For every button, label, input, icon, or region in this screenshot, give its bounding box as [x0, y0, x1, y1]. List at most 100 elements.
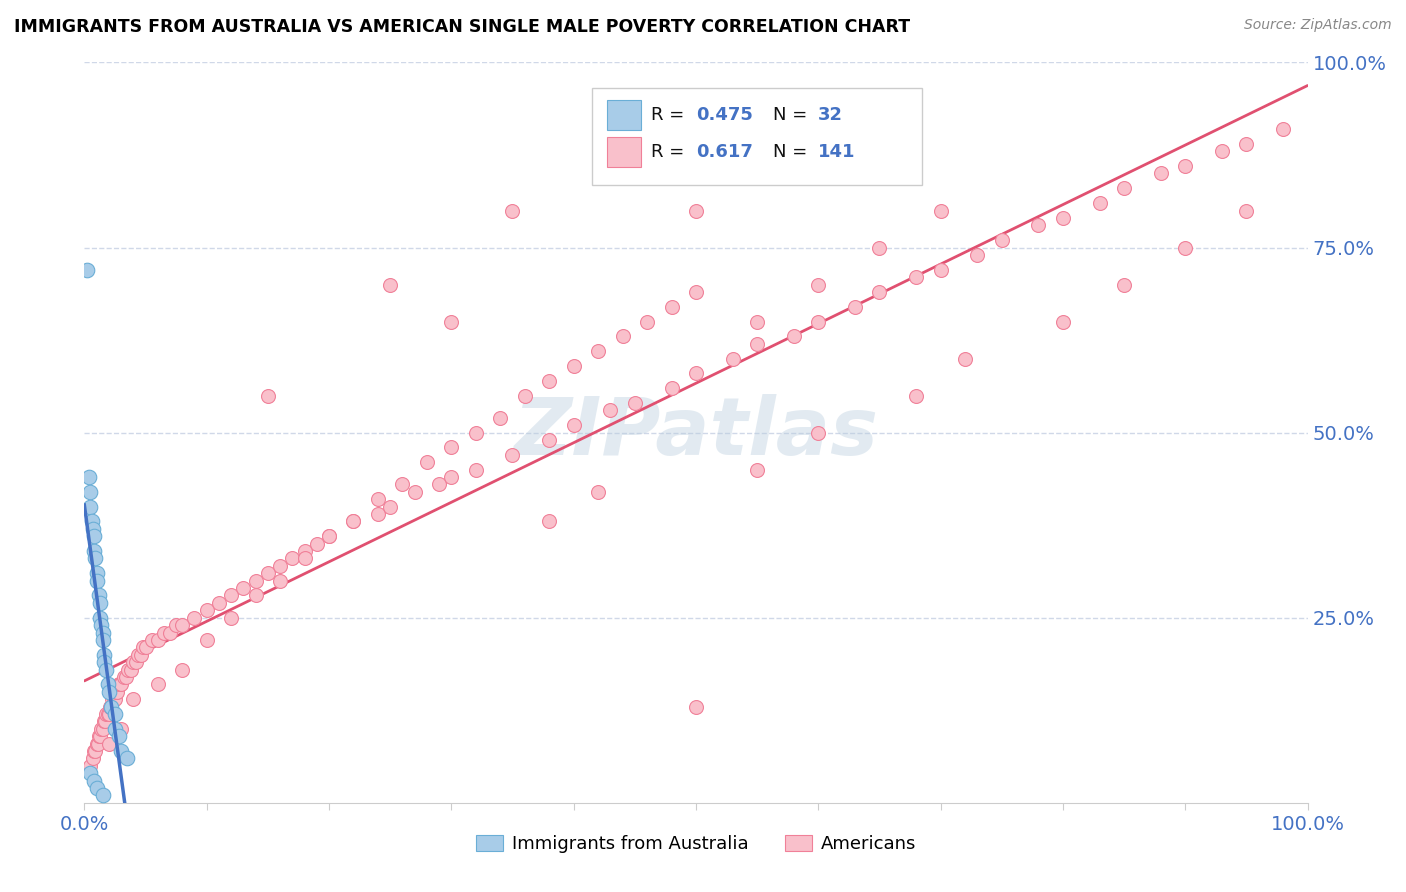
Point: [586, 344, 609, 359]
Point: [612, 329, 634, 343]
Point: [257, 566, 280, 581]
Point: [83, 544, 105, 558]
Point: [562, 359, 585, 373]
Text: 141: 141: [818, 143, 856, 161]
Point: [391, 477, 413, 491]
Point: [661, 300, 683, 314]
Point: [165, 618, 187, 632]
Point: [257, 388, 280, 402]
Point: [98, 699, 121, 714]
Text: 0.475: 0.475: [696, 106, 752, 124]
Point: [807, 277, 830, 292]
Text: ZIPatlas: ZIPatlas: [513, 393, 879, 472]
Point: [305, 536, 328, 550]
Point: [89, 610, 111, 624]
Point: [624, 396, 647, 410]
Point: [80, 515, 103, 529]
Point: [146, 677, 169, 691]
Point: [127, 648, 149, 662]
Point: [905, 270, 928, 285]
Point: [464, 462, 486, 476]
Point: [105, 685, 128, 699]
Point: [966, 248, 988, 262]
Point: [125, 655, 148, 669]
Point: [84, 744, 107, 758]
Point: [91, 789, 114, 803]
Point: [117, 663, 139, 677]
Point: [953, 351, 976, 366]
Point: [464, 425, 486, 440]
Point: [104, 722, 127, 736]
Point: [86, 566, 108, 581]
Point: [245, 589, 267, 603]
Point: [562, 418, 585, 433]
Point: [807, 425, 830, 440]
Point: [747, 336, 769, 351]
Point: [318, 529, 340, 543]
Point: [107, 677, 129, 691]
Text: IMMIGRANTS FROM AUSTRALIA VS AMERICAN SINGLE MALE POVERTY CORRELATION CHART: IMMIGRANTS FROM AUSTRALIA VS AMERICAN SI…: [14, 18, 910, 36]
Point: [90, 618, 112, 632]
FancyBboxPatch shape: [606, 100, 641, 130]
Text: 0.617: 0.617: [696, 143, 752, 161]
Point: [89, 729, 111, 743]
Point: [91, 632, 114, 647]
Point: [83, 773, 105, 788]
Point: [807, 314, 830, 328]
Point: [513, 388, 536, 402]
Point: [1272, 122, 1295, 136]
Point: [104, 692, 127, 706]
Point: [79, 758, 101, 772]
Point: [538, 433, 561, 447]
Point: [844, 300, 866, 314]
Point: [107, 729, 129, 743]
Point: [79, 484, 101, 499]
Point: [294, 551, 316, 566]
Point: [281, 551, 304, 566]
Point: [929, 262, 952, 277]
Point: [105, 685, 128, 699]
Point: [869, 240, 891, 255]
Point: [427, 477, 450, 491]
Text: N =: N =: [773, 143, 813, 161]
FancyBboxPatch shape: [592, 88, 922, 185]
Point: [991, 233, 1014, 247]
Point: [97, 706, 120, 721]
Point: [404, 484, 426, 499]
FancyBboxPatch shape: [606, 137, 641, 167]
Point: [89, 596, 111, 610]
Point: [1211, 145, 1233, 159]
Point: [294, 544, 316, 558]
Point: [115, 751, 138, 765]
Point: [685, 367, 707, 381]
Point: [104, 706, 127, 721]
Point: [380, 277, 402, 292]
Point: [747, 314, 769, 328]
Point: [440, 441, 463, 455]
Point: [380, 500, 402, 514]
Point: [86, 574, 108, 588]
Point: [103, 692, 125, 706]
Point: [172, 618, 194, 632]
Point: [440, 314, 463, 328]
Point: [208, 596, 231, 610]
Point: [367, 492, 389, 507]
Point: [367, 507, 389, 521]
Point: [599, 403, 621, 417]
Point: [624, 129, 647, 144]
Point: [86, 737, 108, 751]
Point: [416, 455, 439, 469]
Point: [195, 603, 218, 617]
Point: [502, 448, 524, 462]
Text: N =: N =: [773, 106, 813, 124]
Point: [94, 714, 117, 729]
Point: [141, 632, 163, 647]
Point: [77, 470, 100, 484]
Point: [869, 285, 891, 299]
Point: [110, 677, 132, 691]
Point: [1028, 219, 1050, 233]
Point: [100, 699, 122, 714]
Point: [195, 632, 218, 647]
Text: 32: 32: [818, 106, 844, 124]
Point: [1236, 136, 1258, 151]
